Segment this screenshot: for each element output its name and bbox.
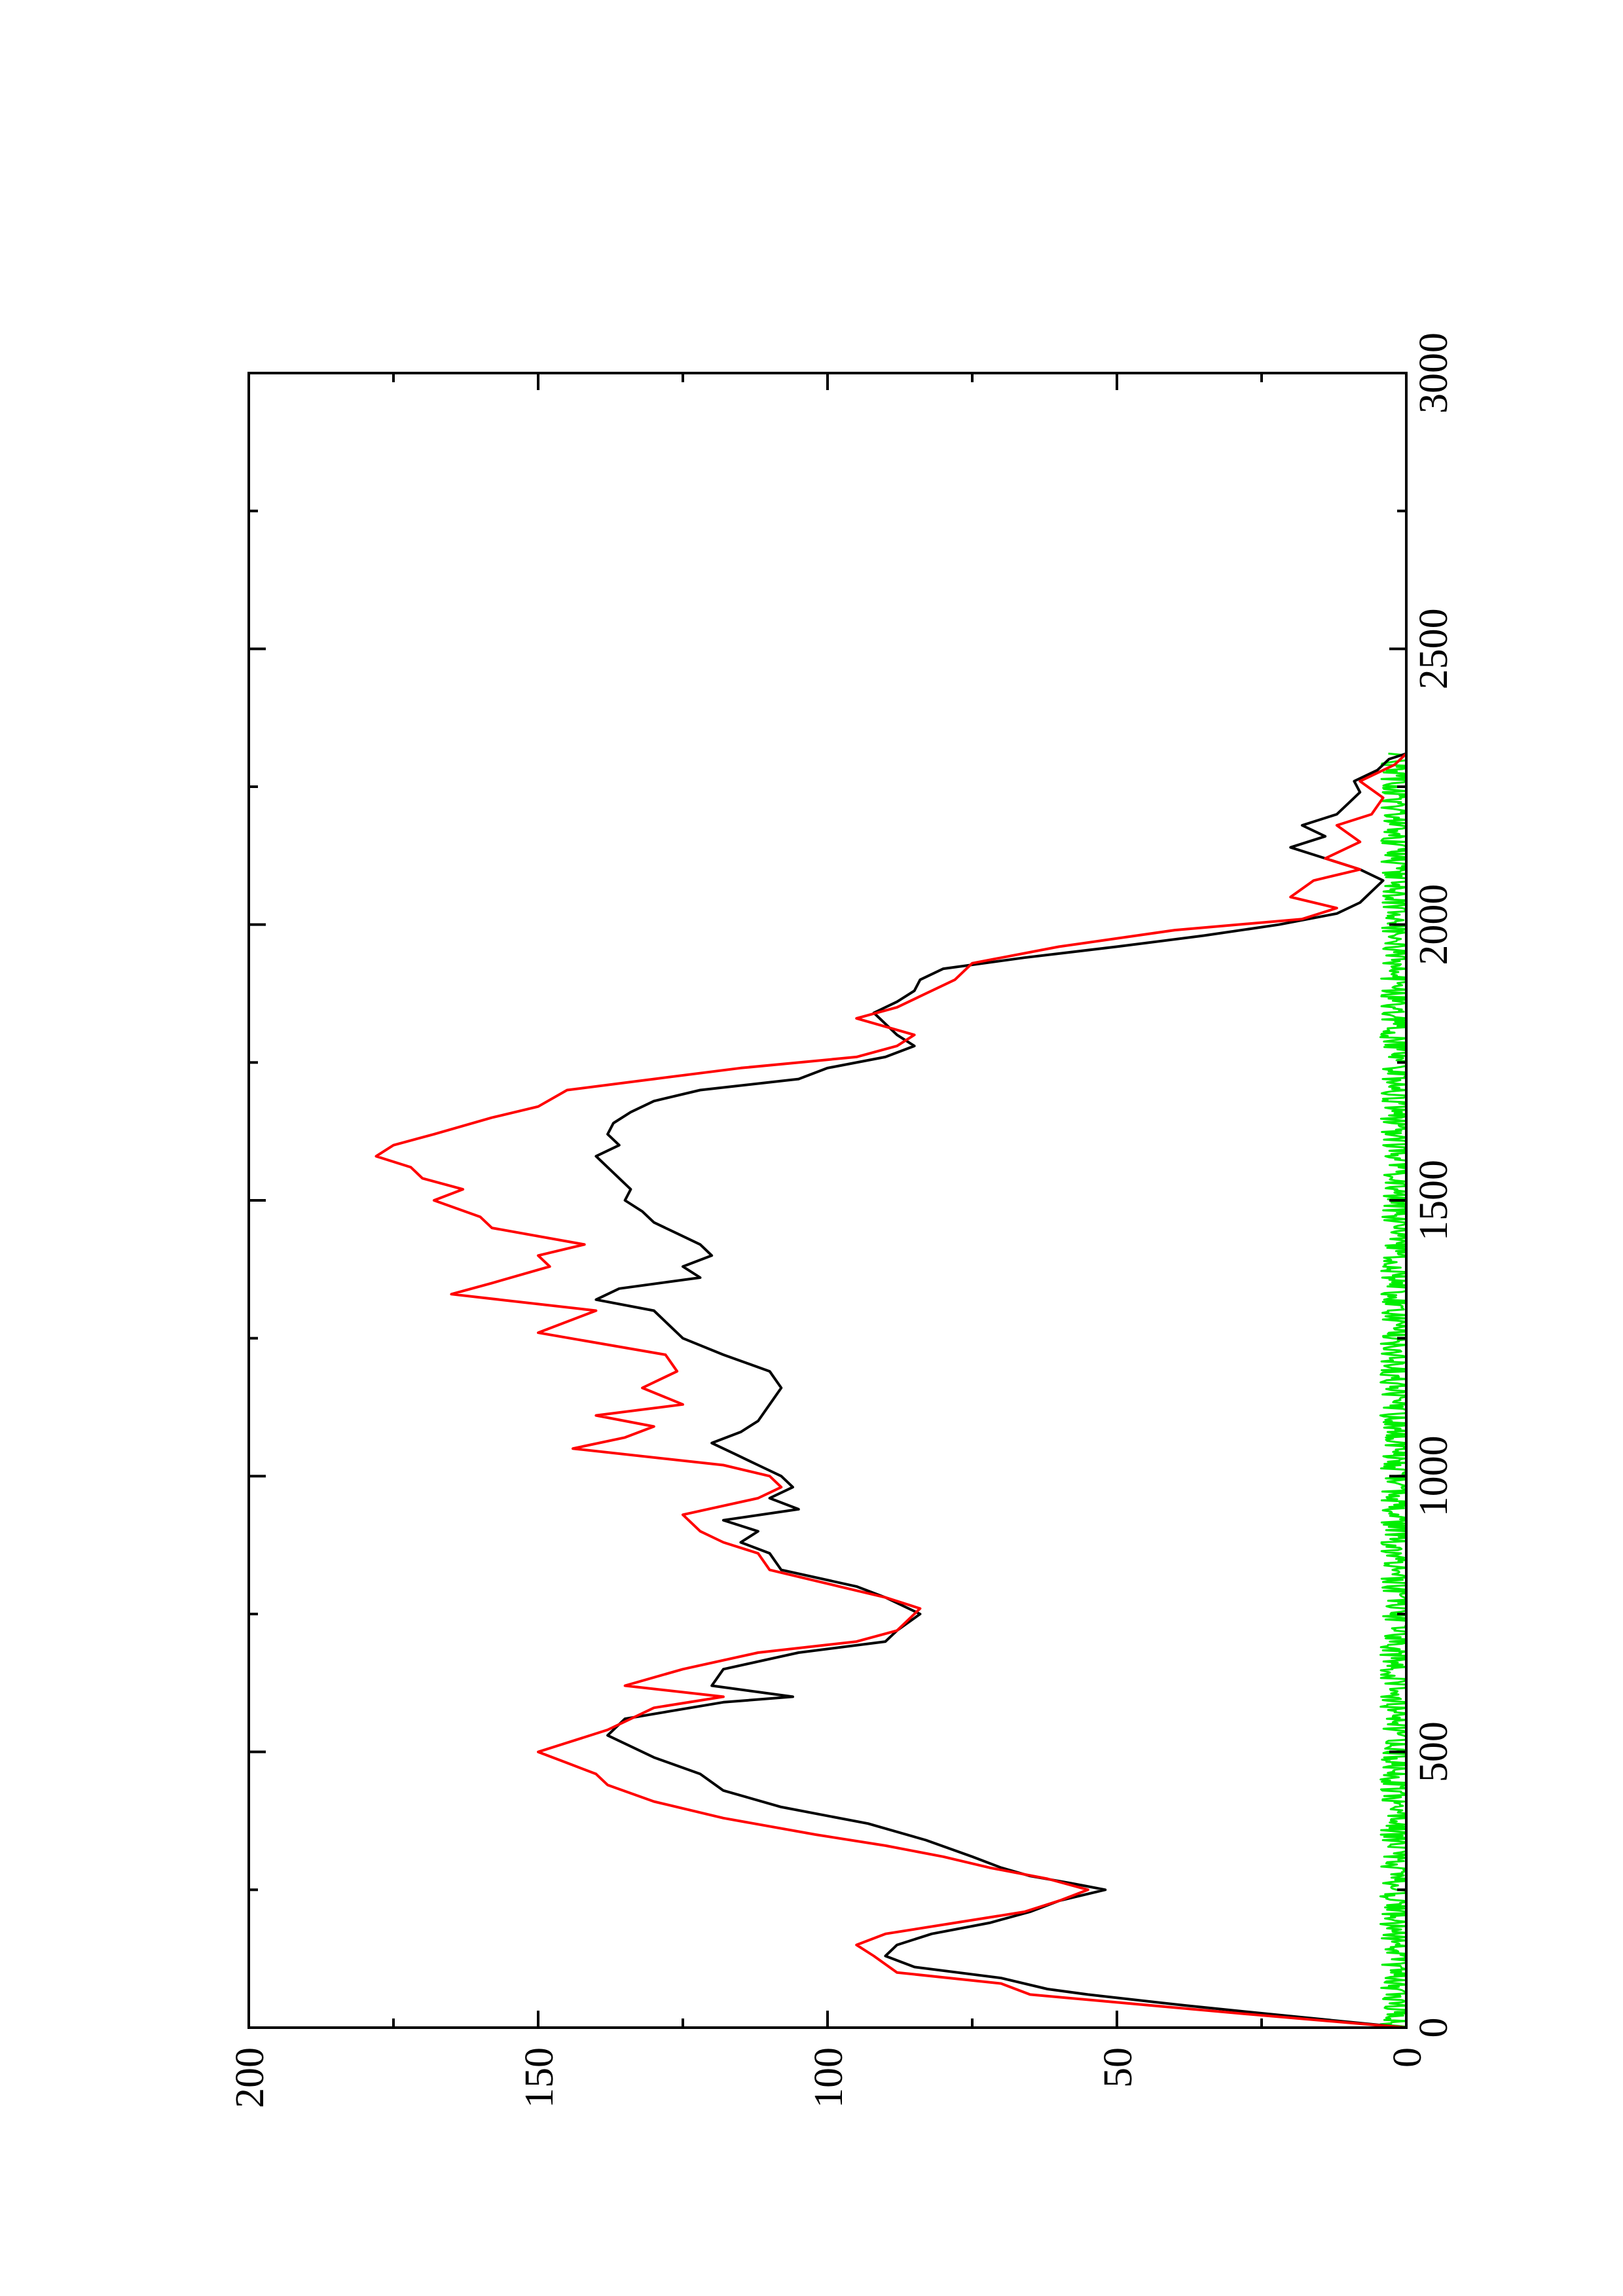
plot-area [374, 752, 1408, 2029]
tick-labels: 0 500 1000 1500 2000 2500 3000 0 50 100 150 200 [228, 332, 1456, 2108]
x-tick-label: 1000 [1412, 1435, 1456, 1516]
x-tick-label: 500 [1412, 1721, 1456, 1782]
x-tick-label: 3000 [1412, 332, 1456, 414]
y-tick-label: 0 [1385, 2047, 1430, 2068]
y-tick-label: 100 [807, 2047, 851, 2108]
y-tick-label: 150 [517, 2047, 562, 2108]
x-tick-label: 2500 [1412, 608, 1456, 689]
series-line-2 [1379, 752, 1408, 2029]
x-tick-label: 0 [1412, 2018, 1456, 2038]
series-line-0 [594, 752, 1407, 2029]
y-tick-label: 200 [228, 2047, 272, 2108]
plot-frame [247, 372, 1408, 2029]
series-line-1 [374, 752, 1408, 2029]
y-tick-label: 50 [1096, 2047, 1140, 2088]
x-tick-label: 1500 [1412, 1160, 1456, 1241]
x-tick-label: 2000 [1412, 884, 1456, 965]
